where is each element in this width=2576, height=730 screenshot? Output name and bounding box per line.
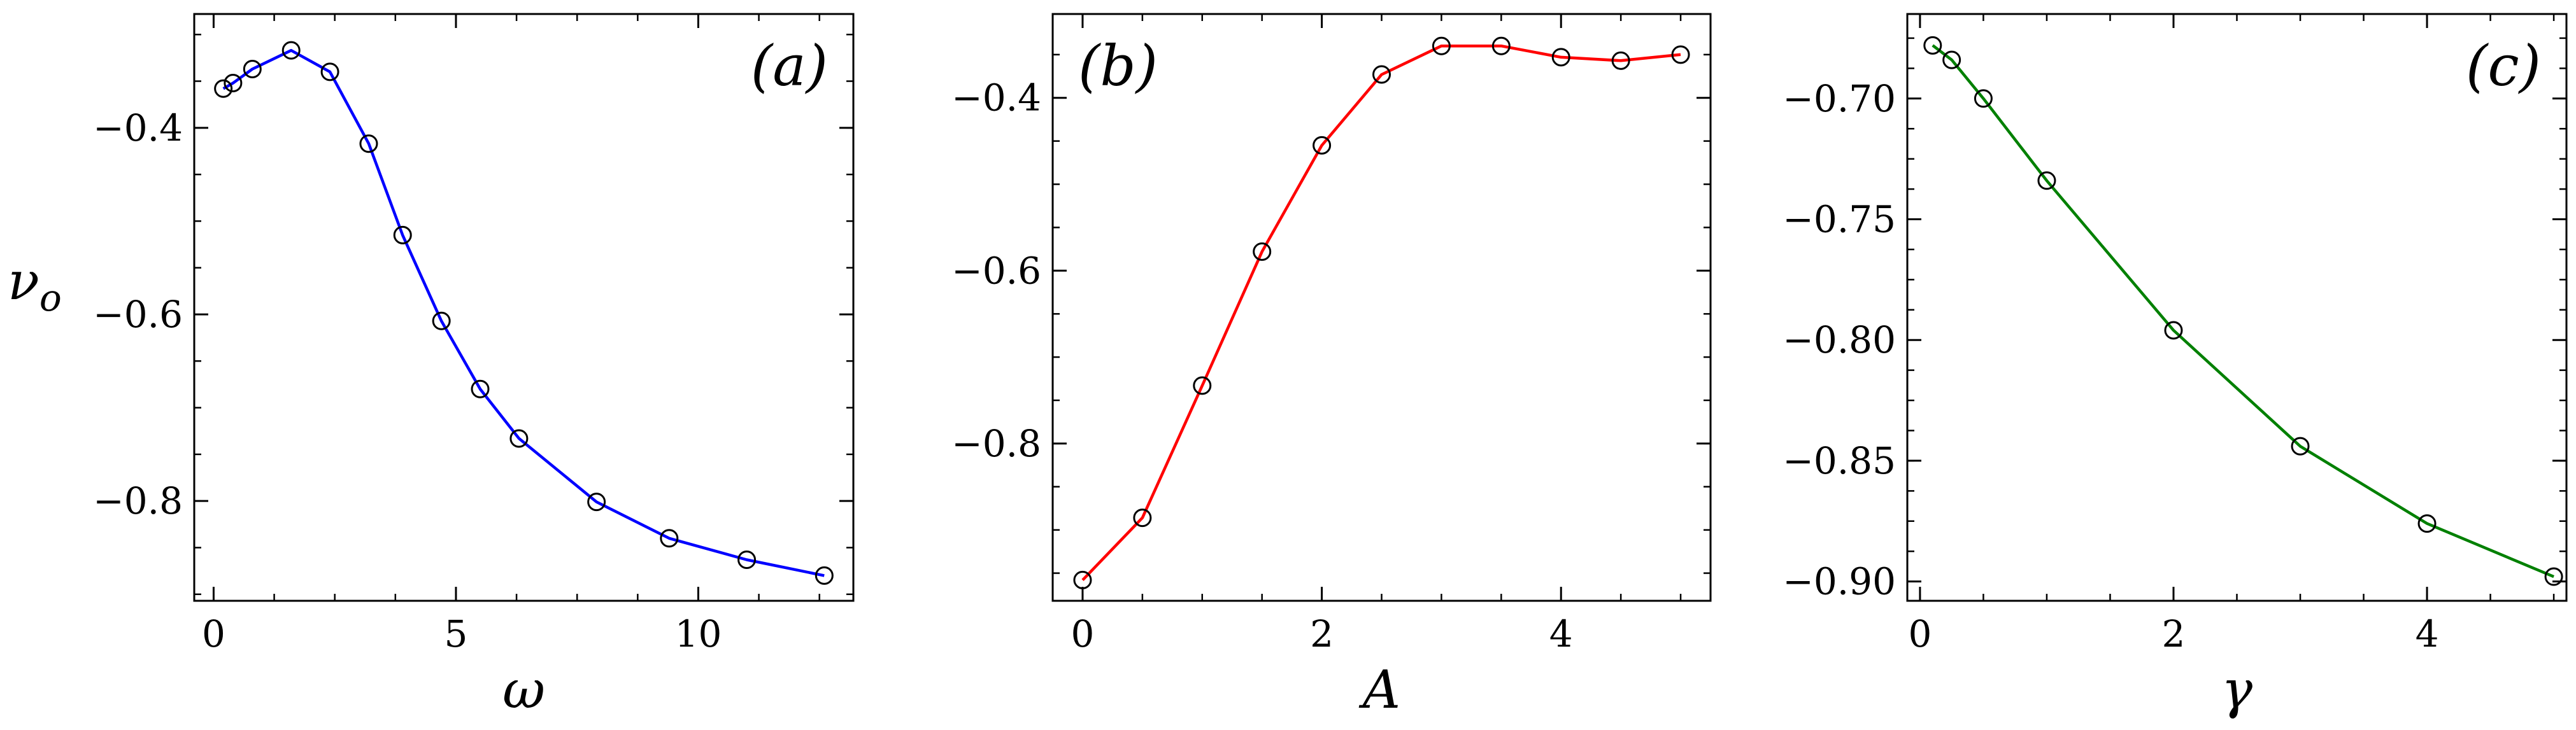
- data-point: [1551, 48, 1570, 67]
- x-tick-label: 2: [1310, 612, 1334, 656]
- data-point: [1313, 136, 1332, 155]
- data-point: [1432, 36, 1451, 55]
- data-point: [815, 566, 834, 585]
- x-tick-label: 10: [675, 612, 722, 656]
- series-line: [1081, 44, 1681, 581]
- data-point: [1253, 242, 1272, 261]
- x-axis-label: γ: [2221, 660, 2253, 720]
- panel-label: (c): [2466, 33, 2541, 99]
- x-tick-label: 4: [1549, 612, 1573, 656]
- series-line: [1932, 44, 2554, 579]
- panel-1: 0 5 10 −0.4 −0.6 −0.8 ω (a): [93, 13, 855, 720]
- data-point: [2037, 171, 2056, 190]
- shared-y-axis-label: νo: [8, 251, 62, 319]
- data-point: [2164, 321, 2183, 340]
- data-point: [1611, 51, 1630, 70]
- data-point: [224, 73, 243, 92]
- data-point: [1491, 36, 1511, 55]
- y-tick-label: −0.6: [951, 249, 1041, 292]
- x-axis-label: A: [1358, 660, 1400, 720]
- data-point: [1372, 65, 1391, 84]
- x-axis-label: ω: [502, 660, 545, 720]
- x-tick-label: 0: [1908, 612, 1932, 656]
- y-tick-label: −0.75: [1783, 198, 1896, 241]
- series-line: [222, 48, 825, 577]
- y-tick-label: −0.8: [951, 422, 1041, 465]
- data-point: [2544, 567, 2563, 586]
- y-tick-label: −0.6: [93, 293, 183, 336]
- data-point: [1133, 509, 1152, 528]
- x-tick-label: 5: [445, 612, 468, 656]
- y-tick-label: −0.85: [1783, 439, 1896, 482]
- data-point: [660, 529, 679, 548]
- data-point: [214, 79, 233, 98]
- data-point: [281, 41, 301, 60]
- axes-frame: [193, 13, 855, 602]
- x-tick-label: 0: [1071, 612, 1095, 656]
- y-tick-label: −0.4: [93, 106, 183, 150]
- panel-3: 0 2 4 −0.70 −0.75 −0.80 −0.85 −0.90 γ (c): [1783, 13, 2568, 720]
- y-tick-label: −0.8: [93, 479, 183, 523]
- data-point: [471, 379, 490, 398]
- y-tick-label: −0.80: [1783, 318, 1896, 361]
- data-point: [509, 429, 529, 448]
- panel-2: 0 2 4 −0.4 −0.6 −0.8 A (b): [951, 13, 1712, 720]
- y-tick-label: −0.90: [1783, 560, 1896, 603]
- x-tick-label: 4: [2416, 612, 2439, 656]
- data-point: [359, 134, 378, 153]
- y-tick-label: −0.70: [1783, 77, 1896, 120]
- data-point: [2291, 437, 2310, 456]
- data-point: [1974, 89, 1993, 108]
- data-point: [1671, 45, 1690, 64]
- data-point: [1942, 50, 1961, 69]
- data-point: [432, 311, 451, 330]
- x-tick-label: 2: [2162, 612, 2186, 656]
- data-point: [1073, 570, 1092, 589]
- panel-label: (a): [751, 33, 828, 99]
- data-point: [587, 493, 606, 512]
- x-tick-label: 0: [202, 612, 225, 656]
- y-tick-label: −0.4: [951, 76, 1041, 120]
- data-point: [243, 59, 262, 78]
- data-point: [2417, 514, 2437, 533]
- data-point: [320, 62, 339, 81]
- data-point: [393, 225, 412, 244]
- data-point: [737, 551, 757, 570]
- data-point: [1193, 376, 1212, 395]
- panel-label: (b): [1078, 33, 1158, 99]
- axes-frame: [1906, 13, 2568, 602]
- axes-frame: [1051, 13, 1712, 602]
- data-point: [1923, 36, 1942, 55]
